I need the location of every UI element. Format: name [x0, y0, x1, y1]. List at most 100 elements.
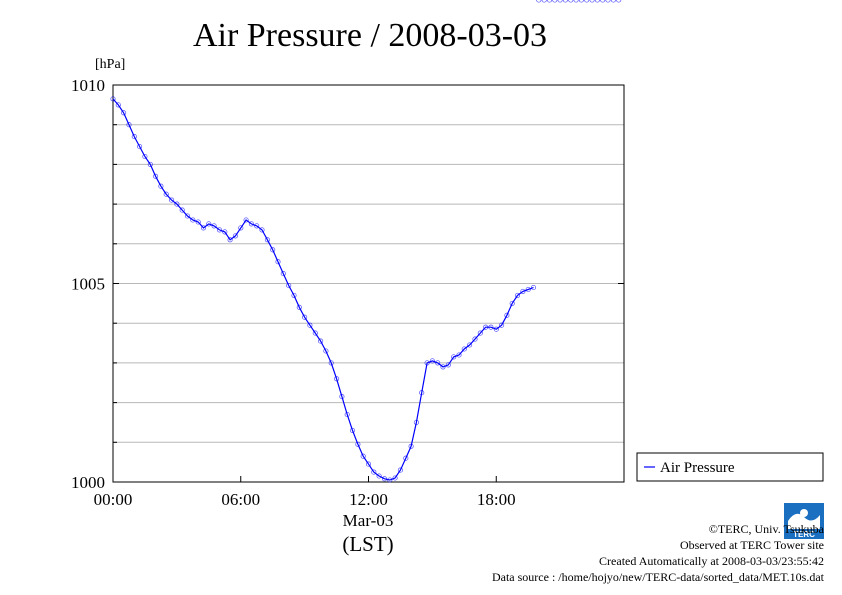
data-point — [408, 443, 414, 449]
data-point — [552, 0, 558, 3]
data-point — [211, 223, 217, 229]
data-point — [381, 476, 388, 482]
data-point — [472, 336, 478, 342]
data-point — [302, 314, 308, 320]
data-point — [435, 360, 441, 366]
data-point — [254, 223, 260, 229]
data-point — [365, 461, 372, 467]
data-point — [137, 143, 143, 150]
data-point — [397, 467, 403, 473]
data-point — [509, 300, 515, 306]
axis-ticks: 1000 1005 1010 00:00 06:00 12:00 18:00 — [71, 76, 624, 509]
data-point — [200, 225, 207, 231]
data-point — [169, 197, 175, 203]
data-point — [307, 322, 313, 328]
y-tick-label: 1000 — [71, 473, 105, 492]
terc-logo-text: TERC — [793, 530, 815, 539]
data-point — [280, 271, 286, 277]
data-point — [504, 312, 510, 318]
data-point — [419, 390, 425, 396]
data-point — [530, 284, 537, 291]
data-point — [291, 292, 297, 298]
data-point — [413, 419, 419, 425]
data-point — [126, 122, 132, 128]
data-point — [429, 358, 435, 364]
data-point — [493, 326, 499, 332]
data-point — [179, 207, 185, 213]
data-point — [275, 259, 281, 265]
terc-logo: TERC — [784, 503, 824, 539]
data-point — [190, 217, 196, 223]
x-tick-label: 06:00 — [221, 490, 260, 509]
data-point — [589, 0, 595, 3]
observed-text: Observed at TERC Tower site — [679, 538, 824, 552]
data-point — [605, 0, 611, 3]
data-point — [376, 473, 382, 479]
data-point — [296, 304, 302, 310]
data-point — [216, 227, 223, 233]
data-point — [483, 324, 489, 330]
legend: Air Pressure — [636, 452, 824, 482]
data-point — [286, 282, 292, 289]
source-text: Data source : /home/hojyo/new/TERC-data/… — [491, 570, 824, 584]
legend-box — [636, 452, 824, 482]
data-point — [584, 0, 590, 3]
x-tick-label: 12:00 — [349, 490, 388, 509]
x-tick-label: 00:00 — [94, 490, 133, 509]
data-point — [270, 247, 276, 253]
data-point — [488, 324, 494, 330]
x-tick-label: 18:00 — [477, 490, 516, 509]
data-point — [525, 286, 531, 293]
data-point — [536, 0, 542, 3]
data-point — [131, 134, 137, 140]
chart-title: Air Pressure / 2008-03-03 — [193, 17, 547, 54]
data-point — [264, 237, 270, 243]
credits-block: ©TERC, Univ. Tsukuba Observed at TERC To… — [492, 521, 824, 585]
data-point — [206, 221, 212, 227]
data-point — [387, 477, 393, 483]
copyright-text: ©TERC, Univ. Tsukuba — [708, 522, 824, 536]
data-point — [121, 110, 127, 116]
data-point — [334, 376, 340, 382]
data-point — [243, 217, 249, 223]
data-point — [392, 475, 398, 481]
data-point — [248, 221, 254, 227]
data-point — [174, 201, 180, 207]
data-point — [557, 0, 563, 3]
data-point — [456, 352, 462, 358]
data-point — [344, 411, 350, 418]
data-point — [461, 346, 467, 352]
data-point — [514, 292, 521, 298]
data-point — [499, 322, 505, 328]
data-point — [440, 364, 446, 370]
data-point — [115, 102, 121, 108]
series-line-air-pressure — [112, 98, 534, 481]
x-date-label: Mar-03 — [343, 511, 394, 530]
data-point — [232, 233, 238, 239]
y-tick-label: 1010 — [71, 76, 105, 95]
data-point — [600, 0, 606, 3]
data-point — [371, 469, 377, 475]
data-point — [520, 288, 526, 294]
data-point — [318, 338, 324, 344]
y-tick-label: 1005 — [71, 275, 105, 294]
data-point — [339, 394, 345, 400]
data-point — [238, 225, 244, 231]
x-axis-label: (LST) — [342, 532, 393, 556]
data-point — [222, 229, 228, 235]
data-point — [477, 330, 483, 336]
data-point — [153, 173, 159, 179]
data-point — [323, 348, 329, 354]
legend-label-air-pressure: Air Pressure — [660, 460, 735, 476]
data-point — [467, 342, 473, 348]
terc-logo-icon: TERC — [784, 503, 824, 539]
data-point — [573, 0, 579, 3]
data-point — [445, 362, 451, 368]
data-point — [163, 191, 169, 197]
data-point — [568, 0, 574, 3]
data-point — [403, 455, 409, 461]
data-point — [616, 0, 622, 3]
data-point — [355, 441, 361, 447]
data-point — [424, 360, 430, 366]
